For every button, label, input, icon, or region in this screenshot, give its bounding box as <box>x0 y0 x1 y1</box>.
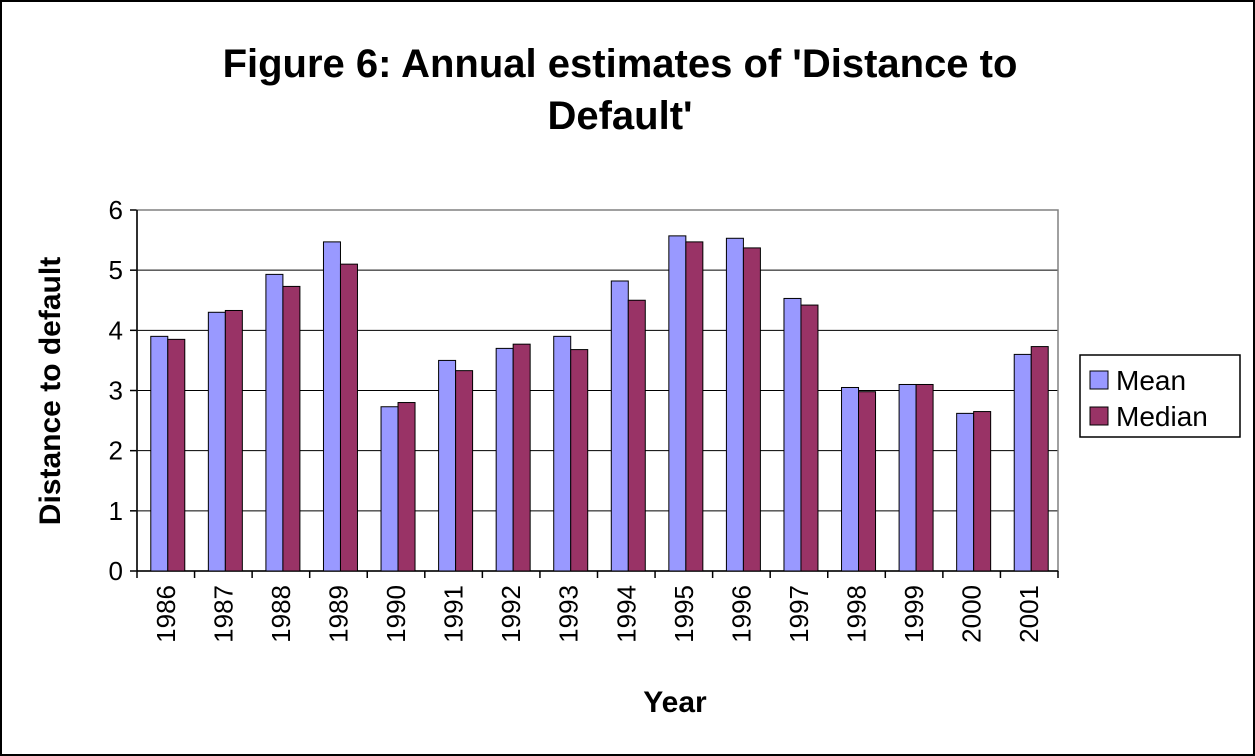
x-tick-label: 1988 <box>266 585 296 643</box>
y-tick-label: 4 <box>109 315 123 345</box>
x-tick-label: 1991 <box>439 585 469 643</box>
x-axis-label: Year <box>643 686 707 719</box>
x-tick-label: 1995 <box>669 585 699 643</box>
bar <box>380 406 399 572</box>
y-tick-label: 0 <box>109 556 123 586</box>
bar <box>570 349 589 572</box>
bar <box>282 285 301 572</box>
y-tick-label: 6 <box>109 195 123 225</box>
bar <box>553 335 572 572</box>
x-tick-label: 1993 <box>554 585 584 643</box>
bar <box>800 304 819 572</box>
x-tick-label: 1992 <box>496 585 526 643</box>
bar <box>512 343 531 572</box>
bar <box>858 391 877 572</box>
bar <box>495 347 514 572</box>
x-tick-label: 2000 <box>957 585 987 643</box>
bar <box>224 309 243 572</box>
bar <box>668 235 687 572</box>
bar <box>339 263 358 572</box>
x-tick-label: 1998 <box>842 585 872 643</box>
bar <box>265 273 284 572</box>
bar <box>685 241 704 572</box>
y-tick-label: 5 <box>109 255 123 285</box>
legend-swatch <box>1089 406 1109 426</box>
x-tick-label: 1994 <box>611 585 641 643</box>
bar <box>610 280 629 572</box>
bar <box>167 338 186 572</box>
bar <box>322 241 341 572</box>
bar <box>627 299 646 572</box>
bar <box>841 386 860 572</box>
x-tick-label: 1987 <box>208 585 238 643</box>
legend-label: Median <box>1116 401 1208 432</box>
bar <box>1013 353 1032 572</box>
bar <box>438 359 457 572</box>
bar <box>783 297 802 572</box>
chart-title: Figure 6: Annual estimates of 'Distance … <box>222 42 1018 138</box>
bar <box>725 237 744 572</box>
x-tick-label: 1989 <box>323 585 353 643</box>
bar <box>397 402 416 572</box>
x-tick-label: 2001 <box>1014 585 1044 643</box>
bar <box>898 383 917 572</box>
bar <box>915 383 934 572</box>
bar <box>207 311 226 572</box>
legend-label: Mean <box>1116 365 1186 396</box>
x-tick-label: 1997 <box>784 585 814 643</box>
bar <box>455 370 474 572</box>
bar <box>742 247 761 572</box>
bar <box>1030 346 1049 572</box>
x-tick-label: 1990 <box>381 585 411 643</box>
x-tick-label: 1996 <box>726 585 756 643</box>
x-tick-label: 1999 <box>899 585 929 643</box>
y-tick-label: 3 <box>109 376 123 406</box>
bar <box>956 412 975 572</box>
legend-swatch <box>1089 370 1109 390</box>
y-tick-label: 2 <box>109 436 123 466</box>
x-tick-label: 1986 <box>151 585 181 643</box>
y-tick-label: 1 <box>109 496 123 526</box>
y-axis-label: Distance to default <box>34 257 67 525</box>
bar <box>973 411 992 572</box>
bar <box>150 335 169 572</box>
